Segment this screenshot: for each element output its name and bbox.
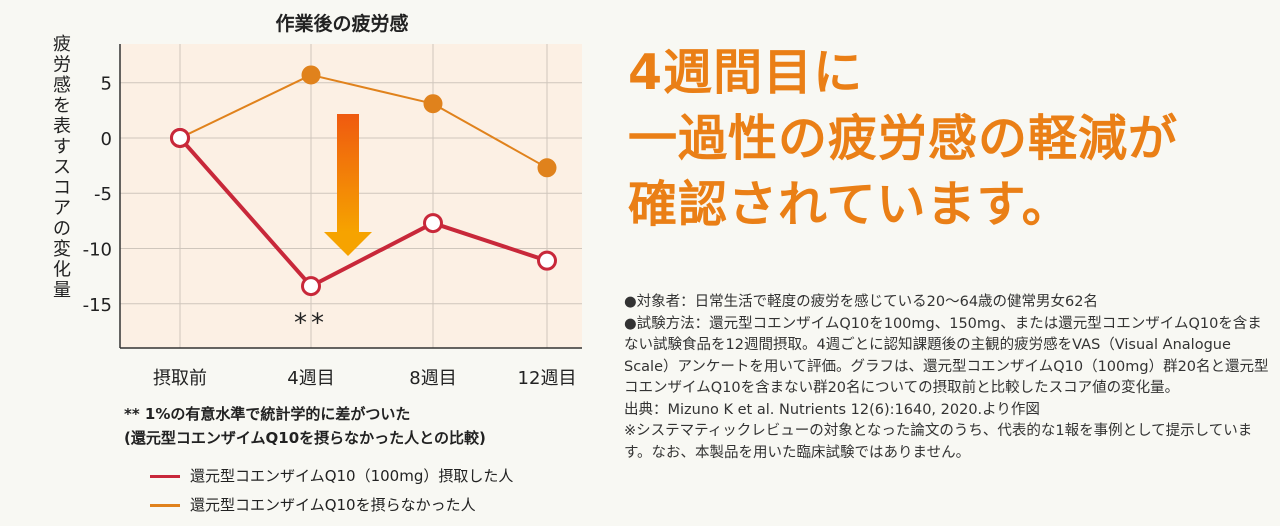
annotations: ** xyxy=(294,308,328,338)
notes-disclaimer: ※システマティックレビューの対象となった論文のうち、代表的な1報を事例として提示… xyxy=(624,423,1253,461)
data-point-q10 xyxy=(537,250,557,271)
fatigue-chart: 作業後の疲労感 5 0 -5 -10 -15 摂取前 4週目 8週目 12週目 疲労感を表すス… xyxy=(53,12,582,389)
footnote-line-1: ** 1%の有意水準で統計学的に差がついた xyxy=(124,405,411,423)
y-axis-label-char: 変 xyxy=(53,239,71,260)
series-layer xyxy=(170,65,557,297)
notes-source: 出典：Mizuno K et al. Nutrients 12(6):1640,… xyxy=(624,401,1040,418)
legend-item-q10: 還元型コエンザイムQ10（100mg）摂取した人 xyxy=(150,462,513,491)
y-axis-label-char: 化 xyxy=(53,260,71,281)
headline-line-3: 確認されています。 xyxy=(628,176,1072,233)
y-axis-label-char: 疲 xyxy=(53,34,71,55)
arrow-head xyxy=(324,232,372,256)
x-tick-labels: 摂取前 4週目 8週目 12週目 xyxy=(153,368,576,389)
arrow-shaft xyxy=(337,114,359,232)
notes-subjects: ●対象者：日常生活で軽度の疲労を感じている20〜64歳の健常男女62名 xyxy=(624,294,1099,310)
legend-item-control: 還元型コエンザイムQ10を摂らなかった人 xyxy=(150,491,513,520)
series-line-q10 xyxy=(178,136,548,289)
y-axis-label-char: 量 xyxy=(53,280,71,301)
y-tick-label: 5 xyxy=(101,74,112,95)
chart-title: 作業後の疲労感 xyxy=(275,12,408,35)
notes-method: ●試験方法：還元型コエンザイムQ10を100mg、150mg、または還元型コエン… xyxy=(624,315,1269,397)
headline-line-1: 4週間目に xyxy=(628,44,864,101)
x-tick-label: 8週目 xyxy=(409,368,456,389)
legend-swatch-q10 xyxy=(150,475,180,478)
y-axis-label-char: ス xyxy=(53,157,71,178)
y-axis-label-char: 感 xyxy=(53,75,71,96)
y-tick-label: -15 xyxy=(83,295,112,316)
y-axis-label-char: コ xyxy=(53,178,71,199)
y-axis-label-char: の xyxy=(53,219,71,240)
headline: 4週間目に 一過性の疲労感の軽減が 確認されています。 xyxy=(628,40,1178,238)
footnote-line-2: (還元型コエンザイムQ10を摂らなかった人との比較) xyxy=(124,429,486,447)
decrease-arrow xyxy=(324,114,372,256)
data-point-control xyxy=(423,94,443,114)
y-tick-labels: 5 0 -5 -10 -15 xyxy=(83,74,112,316)
legend-swatch-control xyxy=(150,504,180,507)
data-point-q10 xyxy=(301,276,321,297)
headline-line-2: 一過性の疲労感の軽減が xyxy=(628,110,1179,167)
legend-label-q10: 還元型コエンザイムQ10（100mg）摂取した人 xyxy=(190,467,514,485)
series-line-control xyxy=(179,73,548,169)
y-tick-label: 0 xyxy=(101,129,112,150)
x-tick-label: 摂取前 xyxy=(153,368,207,389)
y-axis-label-char: す xyxy=(53,137,71,158)
data-point-q10 xyxy=(170,127,190,148)
significance-marker: ** xyxy=(294,308,328,338)
data-point-control xyxy=(537,158,557,178)
significance-footnote: ** 1%の有意水準で統計学的に差がついた (還元型コエンザイムQ10を摂らなか… xyxy=(124,402,486,450)
x-tick-label: 4週目 xyxy=(287,368,334,389)
legend-label-control: 還元型コエンザイムQ10を摂らなかった人 xyxy=(190,496,476,514)
y-tick-label: -5 xyxy=(94,184,112,205)
y-axis-label-char: ア xyxy=(53,198,71,219)
study-notes: ●対象者：日常生活で軽度の疲労を感じている20〜64歳の健常男女62名 ●試験方… xyxy=(624,292,1272,464)
y-axis-label-char: 労 xyxy=(53,55,71,76)
chart-legend: 還元型コエンザイムQ10（100mg）摂取した人 還元型コエンザイムQ10を摂ら… xyxy=(150,462,513,520)
x-tick-label: 12週目 xyxy=(518,368,577,389)
data-point-control xyxy=(301,65,321,85)
y-tick-label: -10 xyxy=(83,240,112,261)
y-axis-label-char: 表 xyxy=(53,116,71,137)
data-point-q10 xyxy=(423,213,443,234)
y-axis-label-char: を xyxy=(53,96,71,117)
